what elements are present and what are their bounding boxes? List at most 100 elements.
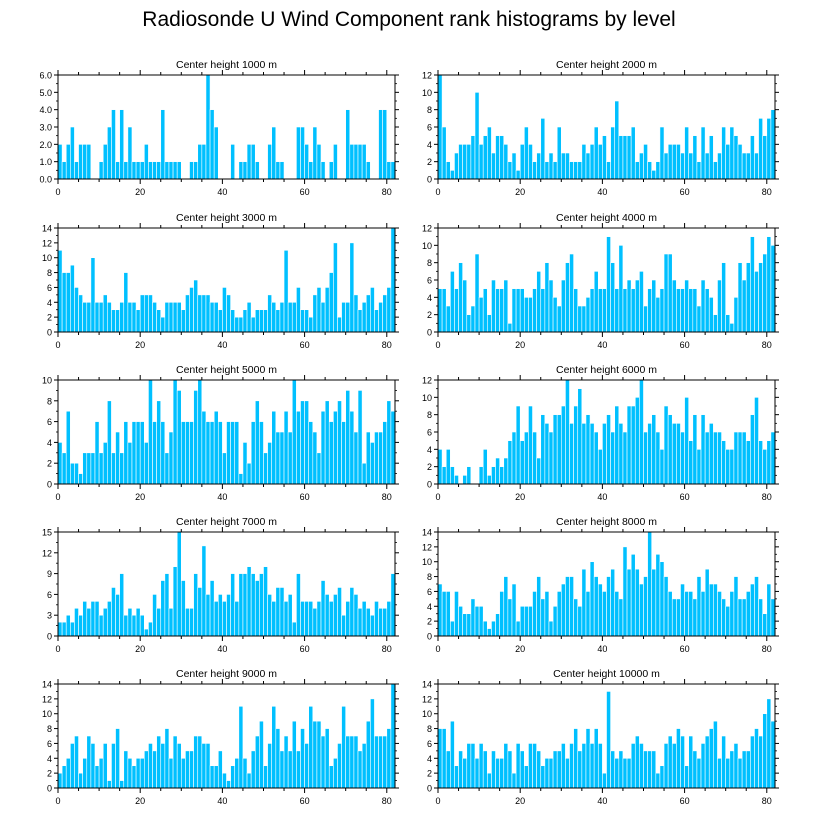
histogram-bar	[156, 607, 162, 637]
histogram-bar	[680, 288, 685, 333]
y-tick-label: 10	[422, 88, 432, 98]
histogram-bar	[478, 605, 484, 637]
histogram-bar	[267, 594, 273, 637]
histogram-bar	[283, 601, 289, 637]
histogram-bar	[565, 757, 570, 789]
histogram-bar	[139, 161, 145, 180]
histogram-bar	[519, 750, 525, 789]
histogram-bar	[466, 466, 472, 485]
histogram-bar	[259, 309, 264, 333]
histogram-bar	[341, 301, 346, 333]
histogram-bar	[610, 262, 616, 333]
histogram-bar	[482, 135, 488, 180]
chart-panel: Center height 1000 m 0.0 1.0 2.0 3.0 4.0 5.0 6.…	[39, 59, 399, 197]
histogram-bar	[770, 431, 776, 485]
histogram-bar	[630, 743, 636, 789]
histogram-bar	[267, 743, 273, 789]
y-tick-label: 6.0	[39, 71, 52, 81]
y-tick-label: 10	[42, 253, 52, 263]
histogram-bar	[135, 607, 141, 637]
histogram-bar	[634, 568, 640, 637]
histogram-bar	[365, 161, 371, 180]
histogram-bar	[296, 410, 301, 485]
histogram-bar	[450, 620, 455, 637]
histogram-bar	[552, 161, 558, 180]
histogram-bar	[536, 152, 542, 180]
histogram-bar	[667, 414, 673, 485]
histogram-bar	[271, 126, 277, 180]
x-tick-label: 20	[135, 644, 145, 654]
histogram-bar	[271, 705, 277, 789]
histogram-bar	[320, 161, 326, 180]
chart-title: Center height 1000 m	[176, 59, 277, 71]
histogram-bar	[176, 161, 182, 180]
histogram-bar	[123, 614, 129, 637]
histogram-bar	[770, 245, 776, 333]
histogram-bar	[466, 314, 472, 333]
histogram-bar	[345, 109, 351, 180]
histogram-bar	[700, 743, 706, 789]
y-tick-label: 8	[47, 396, 52, 406]
histogram-bar	[374, 601, 379, 637]
histogram-bar	[131, 161, 137, 180]
histogram-bar	[312, 607, 318, 637]
histogram-bar	[164, 161, 170, 180]
histogram-bar	[750, 735, 755, 789]
histogram-bar	[639, 152, 644, 180]
histogram-bar	[185, 294, 190, 333]
histogram-bar	[647, 750, 653, 789]
histogram-bar	[209, 765, 215, 789]
histogram-bar	[680, 583, 685, 637]
histogram-bar	[304, 309, 309, 333]
histogram-bar	[593, 271, 599, 333]
histogram-bar	[86, 735, 92, 789]
histogram-bar	[222, 452, 227, 485]
histogram-bar	[250, 316, 256, 333]
histogram-bar	[462, 613, 468, 637]
histogram-bar	[593, 576, 599, 637]
histogram-bar	[234, 757, 240, 789]
x-tick-label: 60	[300, 187, 310, 197]
histogram-bar	[507, 598, 513, 637]
histogram-bar	[491, 620, 496, 637]
histogram-bar	[445, 449, 451, 485]
histogram-bar	[287, 750, 293, 789]
histogram-bar	[102, 743, 108, 789]
histogram-bar	[337, 316, 342, 333]
histogram-bar	[189, 421, 194, 485]
histogram-bar	[152, 594, 157, 637]
histogram-bar	[254, 161, 260, 180]
histogram-bar	[659, 765, 665, 789]
histogram-bar	[643, 431, 648, 485]
histogram-bar	[454, 475, 459, 485]
chart-title: Center height 2000 m	[556, 59, 657, 71]
histogram-bar	[172, 379, 178, 485]
y-tick-label: 8	[427, 410, 432, 420]
histogram-bar	[328, 765, 334, 789]
x-tick-label: 60	[300, 796, 310, 806]
histogram-bar	[275, 431, 281, 485]
histogram-bar	[540, 765, 546, 789]
x-tick-label: 80	[382, 187, 392, 197]
histogram-bar	[659, 126, 665, 180]
histogram-bar	[745, 591, 751, 637]
histogram-bar	[135, 421, 141, 485]
histogram-bar	[585, 414, 591, 485]
histogram-bar	[696, 161, 702, 180]
y-tick-label: 2.0	[39, 140, 52, 150]
histogram-bar	[94, 301, 100, 333]
histogram-bar	[201, 743, 207, 789]
histogram-bar	[82, 144, 88, 180]
x-tick-label: 60	[300, 492, 310, 502]
histogram-bar	[107, 400, 112, 485]
histogram-bar	[333, 410, 338, 485]
histogram-bar	[189, 287, 194, 333]
histogram-bar	[466, 743, 472, 789]
histogram-bar	[144, 442, 149, 485]
histogram-bar	[503, 279, 509, 333]
histogram-bar	[205, 294, 211, 333]
histogram-bar	[741, 598, 747, 637]
chart-title: Center height 9000 m	[176, 668, 277, 680]
histogram-bar	[487, 772, 492, 789]
histogram-bar	[741, 152, 747, 180]
